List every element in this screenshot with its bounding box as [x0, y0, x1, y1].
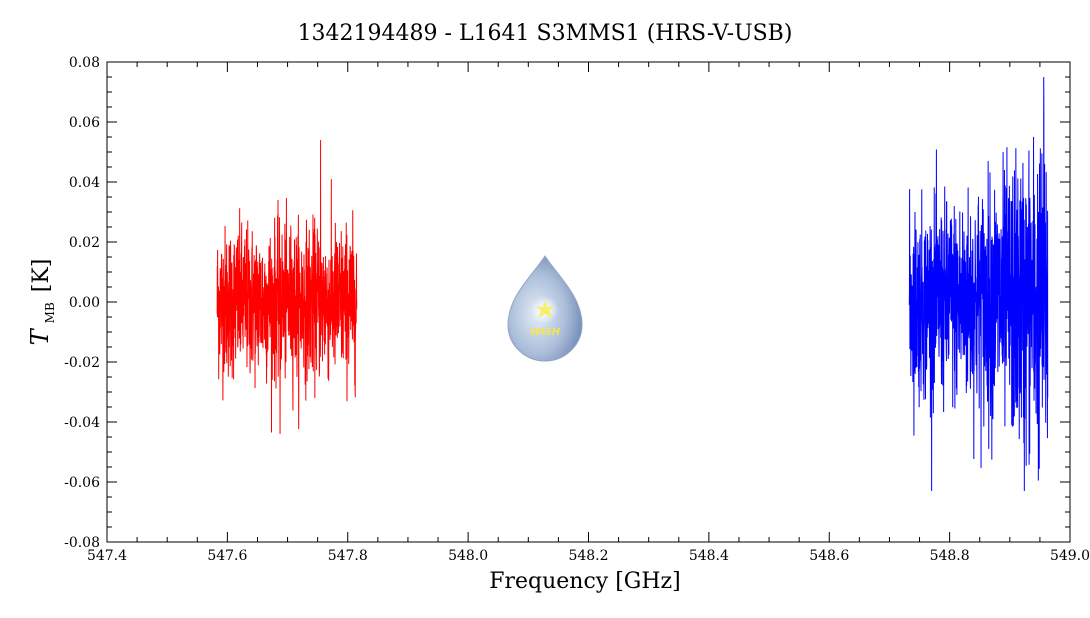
series-line-2	[908, 76, 1049, 492]
chart-title: 1342194489 - L1641 S3MMS1 (HRS-V-USB)	[298, 21, 793, 46]
y-tick-label: -0.08	[64, 535, 100, 551]
x-tick-label: 548.8	[930, 548, 970, 564]
svg-text:T MB [K]: T MB [K]	[26, 259, 58, 346]
x-tick-label: 548.4	[689, 548, 729, 564]
x-axis-label: Frequency [GHz]	[489, 569, 681, 594]
y-axis-label: T MB [K]	[26, 259, 58, 346]
y-axis-label-subscript: MB	[43, 302, 57, 323]
wish-logo: WISH	[507, 255, 583, 362]
y-axis-label-unit: [K]	[29, 259, 54, 293]
y-tick-label: 0.04	[69, 175, 100, 191]
y-tick-label: 0.06	[69, 115, 100, 131]
series-line-1	[216, 139, 358, 435]
x-tick-label: 547.6	[207, 548, 247, 564]
y-axis-label-main: T	[26, 327, 54, 345]
x-tick-label: 549.0	[1050, 548, 1090, 564]
x-tick-label: 547.4	[87, 548, 127, 564]
y-tick-label: -0.02	[64, 355, 100, 371]
series-group	[216, 76, 1049, 492]
x-tick-label: 547.8	[328, 548, 368, 564]
y-tick-label: 0.08	[69, 55, 100, 71]
y-tick-label: 0.00	[69, 295, 100, 311]
wish-logo-text: WISH	[530, 327, 561, 338]
x-tick-label: 548.6	[809, 548, 849, 564]
y-tick-label: -0.06	[64, 475, 100, 491]
y-tick-label: -0.04	[64, 415, 100, 431]
y-tick-label: 0.02	[69, 235, 100, 251]
wish-star	[536, 300, 554, 318]
x-tick-label: 548.2	[568, 548, 608, 564]
x-tick-label: 548.0	[448, 548, 488, 564]
axes: 547.4 547.6 547.8 548.0 548.2 548.4 548.6 548.8…	[64, 55, 1090, 564]
